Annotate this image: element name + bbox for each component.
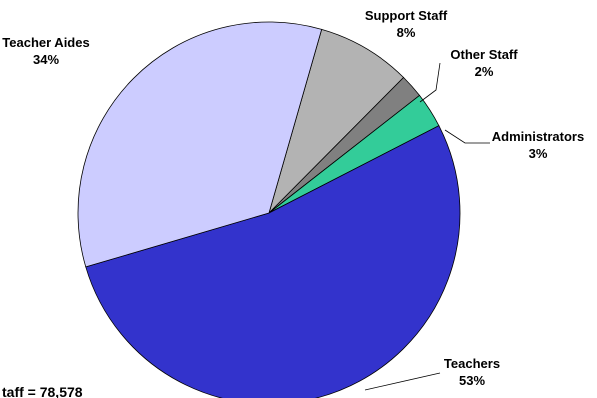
pie-slice	[85, 125, 461, 398]
slice-label: Administrators	[492, 129, 584, 144]
slice-label: Other Staff	[450, 47, 518, 62]
slice-value-label: 34%	[33, 52, 59, 67]
slice-label: Teachers	[444, 356, 500, 371]
slice-value-label: 2%	[475, 64, 494, 79]
pie	[77, 21, 461, 398]
footnote: taff = 78,578	[2, 384, 83, 398]
slice-label: Teacher Aides	[2, 35, 89, 50]
pie-slice	[268, 28, 405, 214]
pie-slice	[77, 21, 323, 268]
leader-line	[444, 129, 490, 144]
slice-value-label: 3%	[529, 146, 548, 161]
slice-value-label: 8%	[397, 25, 416, 40]
slice-label: Support Staff	[365, 8, 448, 23]
leader-line	[364, 372, 441, 391]
slice-value-label: 53%	[459, 373, 485, 388]
leader-line	[419, 62, 441, 103]
